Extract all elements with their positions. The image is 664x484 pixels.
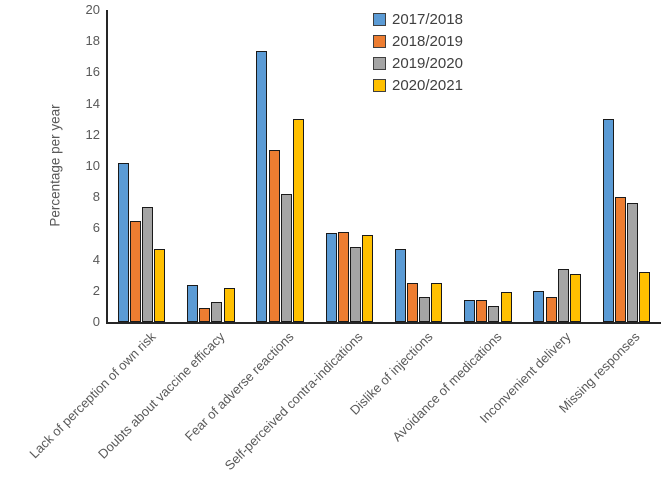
y-tick-label: 20 — [85, 2, 100, 17]
bar — [362, 234, 374, 322]
legend-label: 2020/2021 — [392, 76, 463, 94]
y-tick-label: 14 — [85, 95, 100, 111]
y-tick-label: 16 — [85, 64, 100, 80]
bar — [292, 119, 304, 322]
bar — [614, 197, 626, 322]
bar — [130, 220, 142, 322]
x-axis-line — [106, 322, 661, 324]
y-axis-line — [106, 10, 108, 323]
bar — [533, 290, 545, 322]
bar — [488, 306, 500, 322]
legend-swatch-icon — [373, 78, 386, 92]
bar — [464, 300, 476, 322]
bar-group — [592, 10, 661, 322]
bar — [142, 206, 154, 322]
bar — [407, 283, 419, 322]
bar — [500, 292, 512, 322]
bar-group — [384, 10, 453, 322]
legend-item: 2020/2021 — [373, 74, 463, 96]
bar — [639, 272, 651, 322]
plot-area — [107, 10, 661, 322]
bar — [280, 194, 292, 322]
bar-group — [315, 10, 384, 322]
legend-item: 2019/2020 — [373, 52, 463, 74]
bar — [557, 268, 569, 322]
legend-label: 2018/2019 — [392, 32, 463, 50]
bar — [545, 297, 557, 322]
legend-item: 2017/2018 — [373, 8, 463, 30]
bar — [199, 307, 211, 322]
y-tick-label: 18 — [85, 33, 100, 49]
bar — [223, 287, 235, 322]
bar — [394, 248, 406, 322]
bar — [337, 231, 349, 322]
bar-group — [246, 10, 315, 322]
bar-group — [176, 10, 245, 322]
bar — [419, 297, 431, 322]
bar — [256, 50, 268, 322]
y-tick-label: 0 — [92, 314, 100, 329]
y-tick-label: 8 — [92, 189, 100, 205]
y-tick-label: 12 — [85, 126, 100, 142]
bar — [268, 150, 280, 322]
bar — [154, 248, 166, 322]
legend-swatch-icon — [373, 12, 386, 26]
legend-label: 2017/2018 — [392, 10, 463, 28]
y-tick-label: 2 — [92, 282, 100, 298]
bar — [569, 273, 581, 322]
bar-group — [453, 10, 522, 322]
legend-label: 2019/2020 — [392, 54, 463, 72]
legend-item: 2018/2019 — [373, 30, 463, 52]
bar — [187, 284, 199, 322]
bar — [602, 119, 614, 322]
bar — [211, 301, 223, 322]
y-tick-label: 6 — [92, 220, 100, 236]
y-tick-label: 10 — [85, 158, 100, 173]
bar — [626, 203, 638, 322]
legend: 2017/2018 2018/2019 2019/2020 2020/2021 — [373, 8, 463, 96]
legend-swatch-icon — [373, 56, 386, 70]
bar-group — [107, 10, 176, 322]
bar-group — [523, 10, 592, 322]
x-tick-label: Lack of perception of own risk — [26, 329, 159, 462]
bar — [349, 247, 361, 322]
bar — [476, 300, 488, 322]
legend-swatch-icon — [373, 34, 386, 48]
bar — [325, 233, 337, 322]
bar — [431, 283, 443, 322]
y-tick-label: 4 — [92, 251, 100, 267]
bar — [117, 162, 129, 322]
